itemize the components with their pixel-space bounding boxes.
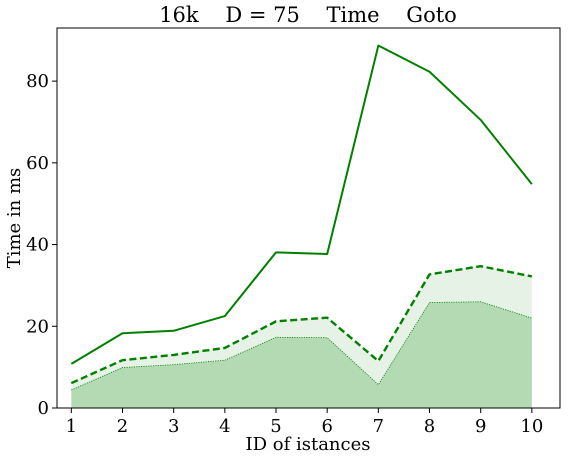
chart-title: 16k D = 75 Time Goto bbox=[159, 3, 457, 27]
x-tick-label: 1 bbox=[66, 416, 77, 437]
fill-areas bbox=[71, 266, 532, 408]
y-axis-label: Time in ms bbox=[4, 168, 25, 269]
x-tick-label: 10 bbox=[520, 416, 543, 437]
y-tick-label: 20 bbox=[26, 316, 49, 337]
x-axis-label: ID of istances bbox=[245, 434, 370, 455]
x-tick-label: 6 bbox=[321, 416, 332, 437]
x-tick-label: 8 bbox=[424, 416, 435, 437]
series-lines bbox=[70, 44, 533, 391]
series-line-dashed bbox=[70, 265, 533, 385]
x-tick-label: 5 bbox=[270, 416, 281, 437]
x-tick-label: 2 bbox=[117, 416, 128, 437]
fill-area-lower bbox=[71, 301, 532, 408]
y-tick-label: 0 bbox=[38, 398, 49, 419]
x-tick-label: 3 bbox=[168, 416, 179, 437]
y-axis: 0 20 40 60 80 bbox=[26, 71, 57, 419]
y-tick-label: 60 bbox=[26, 153, 49, 174]
x-axis: 1 2 3 4 5 6 7 8 9 10 bbox=[66, 408, 543, 437]
x-tick-label: 4 bbox=[219, 416, 230, 437]
plot-frame bbox=[56, 27, 561, 409]
y-tick-label: 40 bbox=[26, 235, 49, 256]
x-tick-label: 9 bbox=[475, 416, 486, 437]
x-tick-label: 7 bbox=[373, 416, 384, 437]
series-line-solid bbox=[70, 44, 533, 365]
series-line-dotted bbox=[71, 301, 532, 391]
y-tick-label: 80 bbox=[26, 71, 49, 92]
